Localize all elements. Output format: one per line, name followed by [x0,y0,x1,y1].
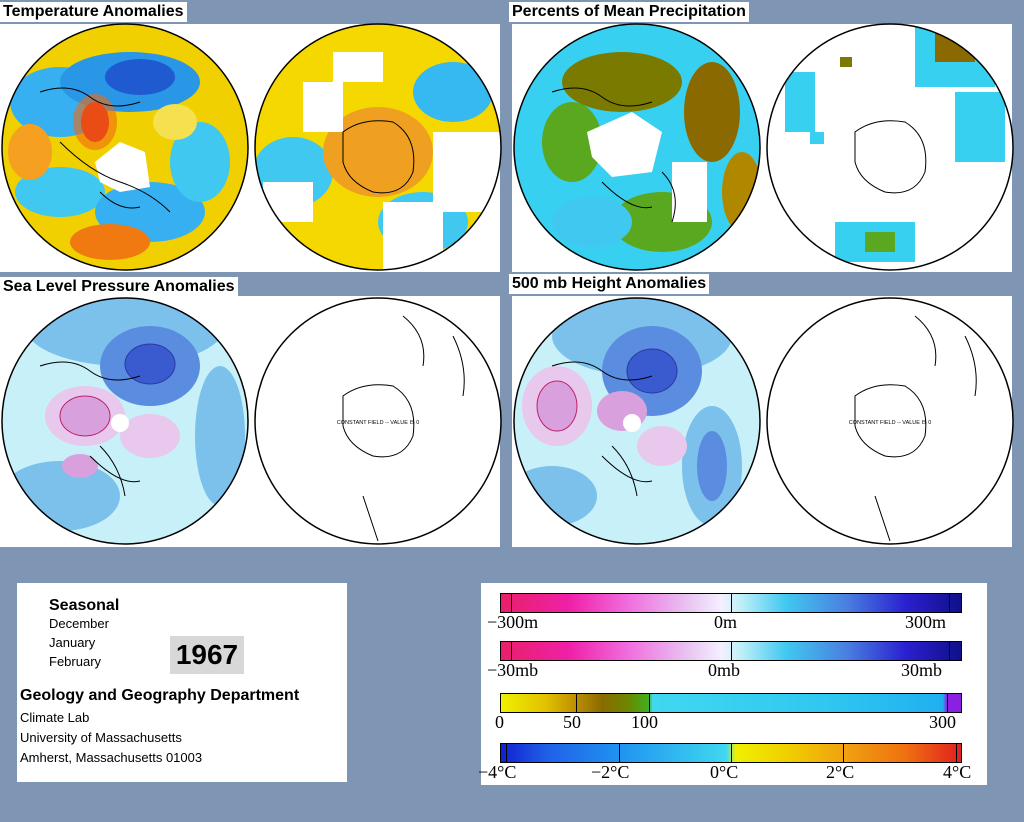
temp-scale-label-minus4: −4°C [478,762,517,782]
temp-scale-bar [500,743,962,763]
temp-scale-label-4: 4°C [943,762,972,782]
slp-constant-field-note: CONSTANT FIELD -- VALUE IS 0 [337,420,420,426]
pressure-scale-bar [500,641,962,661]
height500-constant-field-note: CONSTANT FIELD -- VALUE IS 0 [849,420,932,426]
temperature-nh-globe [1,23,249,271]
precip-scale-label-0: 0 [495,712,504,732]
university-name: University of Massachusetts [20,730,182,745]
temp-scale-label-minus2: −2°C [591,762,630,782]
color-legend: −300m 0m 300m −30mb 0mb 30mb 0 50 100 30… [478,583,987,785]
month-3: February [49,654,102,669]
pressure-scale-label-mid: 0mb [708,660,741,680]
height500-sh-globe: CONSTANT FIELD -- VALUE IS 0 [766,297,1014,545]
precip-scale-label-100: 100 [631,712,658,732]
height500-panel-title: 500 mb Height Anomalies [509,274,710,294]
height-scale-label-min: −300m [487,612,539,632]
season-label: Seasonal [49,597,120,614]
temperature-sh-globe [254,23,502,271]
precipitation-sh-globe [766,23,1014,271]
year-badge: 1967 [170,636,244,674]
precip-scale-bar [500,693,962,713]
height500-nh-globe [513,297,761,545]
month-2: January [49,635,96,650]
department-name: Geology and Geography Department [20,687,300,704]
slp-nh-globe [1,297,249,545]
temp-scale-label-2: 2°C [826,762,855,782]
temperature-panel-title: Temperature Anomalies [0,2,187,22]
precipitation-nh-globe [513,23,761,271]
pressure-scale-label-max: 30mb [901,660,943,680]
address: Amherst, Massachusetts 01003 [20,750,203,765]
precip-scale-label-50: 50 [563,712,581,732]
pressure-scale-label-min: −30mb [487,660,539,680]
month-1: December [49,616,109,631]
slp-sh-globe: CONSTANT FIELD -- VALUE IS 0 [254,297,502,545]
height-scale-label-mid: 0m [714,612,738,632]
precip-scale-label-300: 300 [929,712,956,732]
height-scale-bar [500,593,962,613]
height-scale-label-max: 300m [905,612,947,632]
lab-name: Climate Lab [20,710,90,725]
temp-scale-label-0: 0°C [710,762,739,782]
precipitation-panel-title: Percents of Mean Precipitation [509,2,749,22]
slp-panel-title: Sea Level Pressure Anomalies [0,277,238,297]
info-box: Seasonal December January February 1967 … [17,583,347,782]
